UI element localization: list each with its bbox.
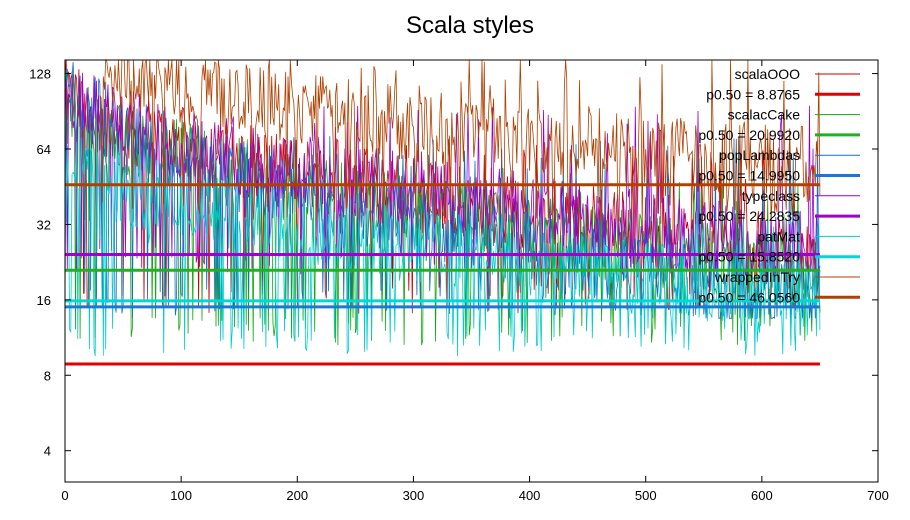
series-line-scalacCake (64, 70, 821, 346)
legend: scalaOOO p0.50 = 8.8765 scalacCake p0.50 = … (698, 66, 860, 305)
legend-series-label: popLambdas (719, 147, 800, 163)
y-tick-label: 4 (44, 444, 51, 459)
y-tick-label: 128 (29, 67, 51, 82)
plot-frame (64, 59, 879, 483)
x-tick-label: 300 (403, 488, 425, 503)
y-tick-label: 8 (44, 368, 51, 383)
legend-median-label: p0.50 = 24.2835 (698, 208, 800, 224)
legend-median-label: p0.50 = 14.9950 (698, 168, 800, 184)
series-line-popLambdas (64, 62, 821, 320)
legend-median-label: p0.50 = 15.8520 (698, 249, 800, 265)
chart-title: Scala styles (406, 12, 534, 39)
legend-series-label: typeclass (742, 188, 800, 204)
y-tick-label: 32 (37, 217, 51, 232)
axes: 0 100 200 300 400 500 600 700 4 8 16 32 64 128 (29, 60, 889, 503)
legend-series-label: scalaOOO (735, 66, 800, 82)
series-line-patMat (64, 129, 821, 357)
x-tick-label: 0 (61, 488, 68, 503)
x-tick-label: 500 (635, 488, 657, 503)
series-line-wrappedInTry (99, 58, 821, 225)
legend-median-label: p0.50 = 46.0560 (698, 289, 800, 305)
legend-series-label: patMat (757, 228, 800, 244)
plot-area (64, 58, 821, 366)
x-tick-label: 100 (170, 488, 192, 503)
y-tick-label: 64 (37, 142, 51, 157)
legend-median-label: p0.50 = 8.8765 (706, 86, 800, 102)
x-tick-label: 200 (286, 488, 308, 503)
legend-median-label: p0.50 = 20.9920 (698, 127, 800, 143)
x-tick-label: 400 (519, 488, 541, 503)
legend-series-label: wrappedInTry (714, 269, 800, 285)
x-tick-label: 600 (751, 488, 773, 503)
y-tick-label: 16 (37, 293, 51, 308)
x-tick-label: 700 (867, 488, 889, 503)
legend-series-label: scalacCake (728, 107, 801, 123)
